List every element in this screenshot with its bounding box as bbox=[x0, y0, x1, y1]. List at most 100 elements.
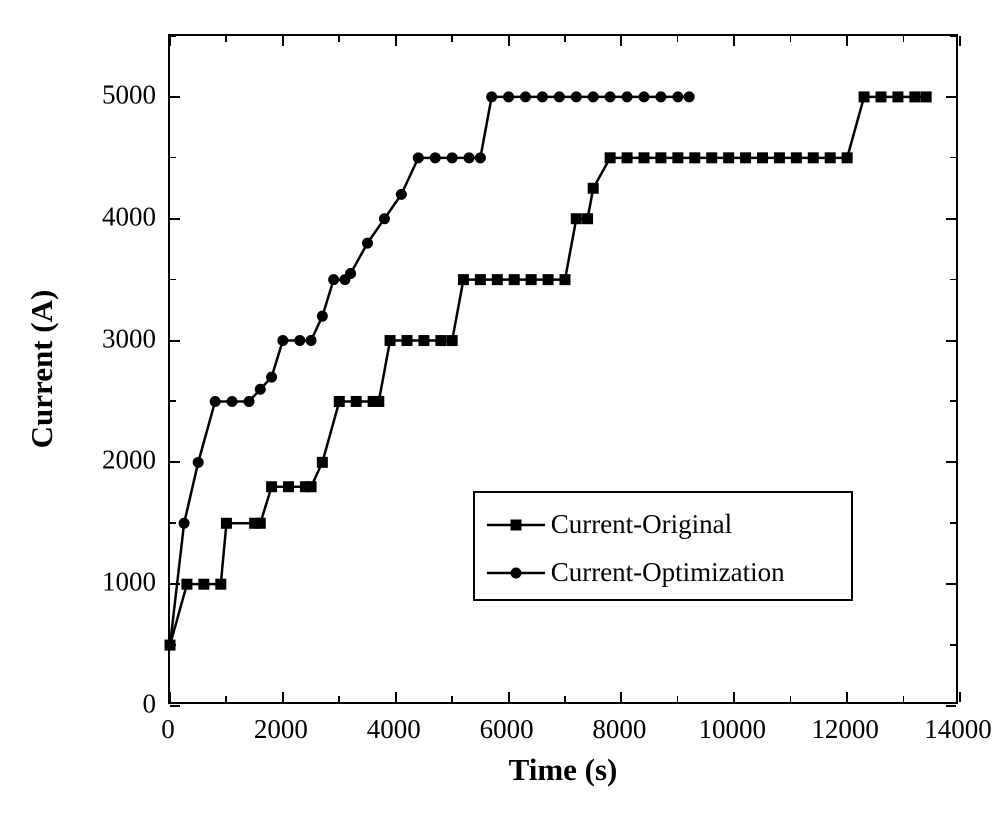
marker-square bbox=[571, 214, 581, 224]
x-tick bbox=[395, 692, 397, 702]
marker-square bbox=[419, 336, 429, 346]
x-tick bbox=[903, 36, 905, 42]
x-tick bbox=[508, 36, 510, 46]
marker-square bbox=[543, 275, 553, 285]
marker-circle bbox=[363, 238, 373, 248]
x-tick-label: 12000 bbox=[811, 714, 879, 745]
marker-circle bbox=[267, 372, 277, 382]
x-tick bbox=[508, 692, 510, 702]
x-tick bbox=[733, 692, 735, 702]
legend-row: Current-Optimization bbox=[487, 549, 785, 597]
legend-row: Current-Original bbox=[487, 501, 732, 549]
marker-square bbox=[475, 275, 485, 285]
marker-square bbox=[876, 92, 886, 102]
marker-circle bbox=[317, 311, 327, 321]
y-axis-title: Current (A) bbox=[24, 290, 60, 449]
y-tick bbox=[170, 522, 176, 524]
marker-square bbox=[334, 396, 344, 406]
legend-box: Current-Original Current-Optimization bbox=[473, 491, 853, 601]
marker-circle bbox=[179, 518, 189, 528]
y-tick bbox=[170, 644, 176, 646]
marker-square bbox=[656, 153, 666, 163]
x-tick-label: 6000 bbox=[480, 714, 534, 745]
legend-label: Current-Optimization bbox=[551, 557, 785, 588]
x-tick bbox=[169, 36, 171, 46]
marker-square bbox=[774, 153, 784, 163]
x-tick-label: 8000 bbox=[592, 714, 646, 745]
marker-square bbox=[250, 518, 260, 528]
marker-circle bbox=[511, 568, 521, 578]
marker-square bbox=[509, 275, 519, 285]
marker-square bbox=[267, 482, 277, 492]
marker-square bbox=[910, 92, 920, 102]
marker-circle bbox=[430, 153, 440, 163]
x-tick bbox=[225, 696, 227, 702]
marker-circle bbox=[413, 153, 423, 163]
marker-circle bbox=[295, 336, 305, 346]
marker-square bbox=[724, 153, 734, 163]
y-tick-label: 4000 bbox=[102, 201, 156, 232]
marker-circle bbox=[340, 275, 350, 285]
y-tick bbox=[950, 644, 956, 646]
marker-square bbox=[317, 457, 327, 467]
marker-square bbox=[859, 92, 869, 102]
y-tick bbox=[946, 583, 956, 585]
x-tick bbox=[169, 692, 171, 702]
marker-circle bbox=[278, 336, 288, 346]
x-tick bbox=[790, 36, 792, 42]
marker-square bbox=[182, 579, 192, 589]
marker-circle bbox=[346, 269, 356, 279]
marker-circle bbox=[227, 396, 237, 406]
marker-square bbox=[221, 518, 231, 528]
legend-swatch bbox=[487, 549, 551, 597]
y-tick bbox=[170, 218, 180, 220]
marker-square bbox=[842, 153, 852, 163]
legend-swatch bbox=[487, 501, 551, 549]
marker-square bbox=[436, 336, 446, 346]
marker-square bbox=[741, 153, 751, 163]
marker-circle bbox=[396, 189, 406, 199]
y-tick-label: 3000 bbox=[102, 323, 156, 354]
marker-circle bbox=[684, 92, 694, 102]
marker-square bbox=[447, 336, 457, 346]
marker-circle bbox=[622, 92, 632, 102]
marker-circle bbox=[464, 153, 474, 163]
marker-square bbox=[825, 153, 835, 163]
y-tick bbox=[170, 400, 176, 402]
marker-square bbox=[690, 153, 700, 163]
y-tick bbox=[946, 705, 956, 707]
x-tick bbox=[733, 36, 735, 46]
marker-square bbox=[284, 482, 294, 492]
marker-circle bbox=[554, 92, 564, 102]
y-tick bbox=[170, 340, 180, 342]
x-tick bbox=[282, 36, 284, 46]
marker-square bbox=[199, 579, 209, 589]
y-tick-label: 0 bbox=[143, 689, 157, 720]
marker-circle bbox=[673, 92, 683, 102]
marker-square bbox=[921, 92, 931, 102]
y-tick bbox=[170, 461, 180, 463]
marker-square bbox=[492, 275, 502, 285]
marker-square bbox=[368, 396, 378, 406]
marker-circle bbox=[487, 92, 497, 102]
plot-area bbox=[168, 34, 958, 704]
y-tick bbox=[950, 400, 956, 402]
marker-square bbox=[300, 482, 310, 492]
y-tick-label: 2000 bbox=[102, 445, 156, 476]
marker-square bbox=[758, 153, 768, 163]
x-tick-label: 4000 bbox=[367, 714, 421, 745]
marker-square bbox=[588, 183, 598, 193]
x-tick bbox=[564, 696, 566, 702]
marker-circle bbox=[255, 384, 265, 394]
x-tick-label: 2000 bbox=[254, 714, 308, 745]
marker-square bbox=[583, 214, 593, 224]
marker-square bbox=[374, 396, 384, 406]
y-tick bbox=[170, 157, 176, 159]
x-tick bbox=[677, 696, 679, 702]
marker-square bbox=[402, 336, 412, 346]
chart-frame: Current (A) Time (s) Current-OriginalCur… bbox=[0, 0, 1000, 815]
marker-square bbox=[458, 275, 468, 285]
x-axis-title: Time (s) bbox=[509, 752, 618, 788]
marker-circle bbox=[447, 153, 457, 163]
marker-square bbox=[526, 275, 536, 285]
